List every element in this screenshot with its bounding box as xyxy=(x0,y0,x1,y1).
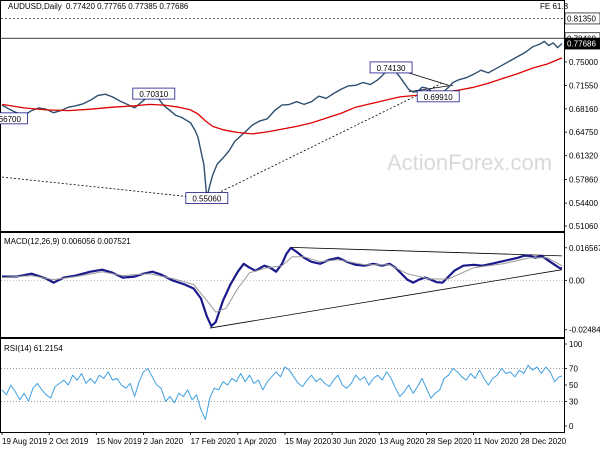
rsi-panel xyxy=(0,338,565,433)
annotation-label: 0.66700 xyxy=(0,115,21,124)
trendline xyxy=(290,246,563,257)
y-tick-label: 30 xyxy=(569,397,578,406)
y-tick-label: 70 xyxy=(569,365,578,374)
y-tick-label: 50 xyxy=(569,381,578,390)
y-tick-label: 0.57860 xyxy=(569,175,598,184)
annotation-label: 0.69910 xyxy=(424,93,453,102)
y-tick-label: 0 xyxy=(569,422,574,431)
x-tick-label: 30 Jun 2020 xyxy=(332,437,377,446)
x-tick-label: 15 Nov 2019 xyxy=(96,437,142,446)
rsi-header: RSI(14) 61.2154 xyxy=(4,344,63,353)
y-tick-label: 0.61320 xyxy=(569,152,598,161)
x-tick-label: 19 Aug 2019 xyxy=(2,437,47,446)
macd-panel xyxy=(0,232,565,338)
x-tick-label: 13 Aug 2020 xyxy=(379,437,424,446)
axes-layer: 0.784600.750000.715500.681600.647500.613… xyxy=(1,12,600,446)
y-tick-label: 100 xyxy=(569,340,583,349)
signal-line xyxy=(1,256,563,313)
x-tick-label: 2 Jan 2020 xyxy=(143,437,183,446)
x-tick-label: 15 May 2020 xyxy=(285,437,332,446)
x-tick-label: 17 Feb 2020 xyxy=(191,437,236,446)
trendline xyxy=(209,269,563,329)
y-tick-label: 0.71550 xyxy=(569,82,598,91)
level-tag-box xyxy=(564,37,600,50)
trendline xyxy=(206,83,442,199)
annotation-box xyxy=(185,192,229,204)
x-tick-label: 2 Oct 2019 xyxy=(49,437,89,446)
y-tick-label: 0.016567 xyxy=(569,244,600,253)
annotation-label: 0.70310 xyxy=(139,90,168,99)
symbol-label: AUDUSD,Daily xyxy=(8,2,62,11)
price-annotation: 0.55060 xyxy=(185,192,229,204)
level-tag-box xyxy=(564,12,600,25)
watermark: ActionForex.com xyxy=(387,150,552,175)
price-annotation: 0.70310 xyxy=(132,87,176,100)
price-line xyxy=(1,40,563,199)
price-annotation: 0.66700 xyxy=(0,112,28,125)
current-price-tag: 0.77686 xyxy=(564,37,600,50)
annotation-box xyxy=(416,90,460,103)
x-tick-label: 28 Dec 2020 xyxy=(521,437,567,446)
price-header: AUDUSD,Daily 0.77420 0.77765 0.77385 0.7… xyxy=(8,2,569,11)
x-tick-label: 11 Nov 2020 xyxy=(474,437,519,446)
annotation-box xyxy=(369,61,413,74)
macd-layer xyxy=(1,246,564,329)
y-tick-label: 0.54400 xyxy=(569,199,598,208)
price-annotation: 0.74130 xyxy=(369,61,413,74)
rsi-line xyxy=(1,364,563,420)
fib-label: FE 61.8 xyxy=(540,2,569,11)
annotation-label: 0.74130 xyxy=(377,64,406,73)
y-tick-label: -0.02484 xyxy=(569,326,600,335)
x-tick-label: 28 Sep 2020 xyxy=(426,437,472,446)
price-layer: 0.66700 0.70310 0.55060 0.74130 0.69910 xyxy=(0,18,564,204)
y-tick-label: 0.00 xyxy=(569,277,585,286)
moving_average-line xyxy=(1,57,563,135)
y-tick-label: 0.64750 xyxy=(569,128,598,137)
price-annotation: 0.69910 xyxy=(416,90,460,103)
y-tick-label: 0.75000 xyxy=(569,58,598,67)
annotation-box xyxy=(0,112,28,125)
trendline xyxy=(408,84,454,93)
level-tag-label: 0.77686 xyxy=(567,40,596,49)
annotation-label: 0.55060 xyxy=(192,195,221,204)
x-tick-label: 1 Apr 2020 xyxy=(238,437,277,446)
annotation-box xyxy=(132,87,176,100)
ohlc-label: 0.77420 0.77765 0.77385 0.77686 xyxy=(66,2,189,11)
y-tick-label: 0.68160 xyxy=(569,105,598,114)
rsi-layer xyxy=(1,364,564,420)
macd-header: MACD(12,26,9) 0.006056 0.007521 xyxy=(4,237,131,246)
y-tick-label: 0.51060 xyxy=(569,222,598,231)
level-tag: 0.81350 xyxy=(564,12,600,25)
level-tag-label: 0.81350 xyxy=(567,14,596,23)
